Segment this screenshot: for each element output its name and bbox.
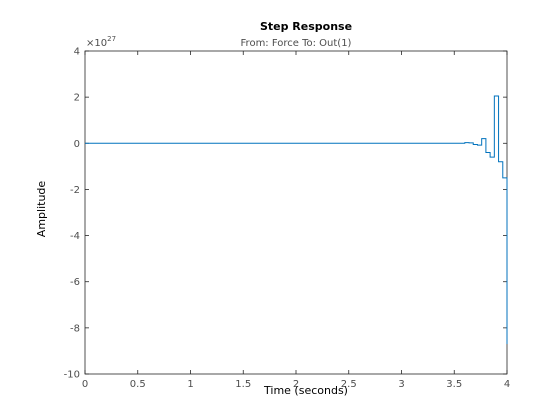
chart-subtitle: From: Force To: Out(1) <box>241 38 352 49</box>
x-tick-label: 2 <box>293 379 299 390</box>
chart-title: Step Response <box>260 20 352 33</box>
x-tick-label: 1.5 <box>235 379 251 390</box>
x-tick-label: 1 <box>187 379 193 390</box>
x-tick-label: 4 <box>504 379 510 390</box>
y-axis-label: Amplitude <box>35 181 48 238</box>
y-tick-label: -8 <box>70 323 80 334</box>
x-tick-label: 3 <box>398 379 404 390</box>
step-response-line <box>85 95 508 345</box>
y-tick-label: 0 <box>74 139 80 150</box>
plot-area <box>84 50 508 375</box>
y-exponent-base: 10 <box>94 38 107 49</box>
x-tick-label: 2.5 <box>341 379 357 390</box>
x-axis-label: Time (seconds) <box>263 384 348 397</box>
y-tick-label: -10 <box>64 370 80 381</box>
x-tick-label: 0.5 <box>130 379 146 390</box>
x-tick-label: 0 <box>82 379 88 390</box>
series-group <box>85 95 508 345</box>
y-tick-label: 2 <box>74 93 80 104</box>
y-tick-label: -6 <box>70 277 80 288</box>
y-axis: 4 2 0 -2 -4 -6 -8 -10 <box>64 47 507 381</box>
x-tick-label: 3.5 <box>446 379 462 390</box>
y-exponent-power: 27 <box>107 35 116 43</box>
y-tick-label: -4 <box>70 231 80 242</box>
y-tick-label: 4 <box>74 47 80 58</box>
y-tick-label: -2 <box>70 185 80 196</box>
x-axis: 0 0.5 1 1.5 2 2.5 3 3.5 4 <box>82 51 510 390</box>
